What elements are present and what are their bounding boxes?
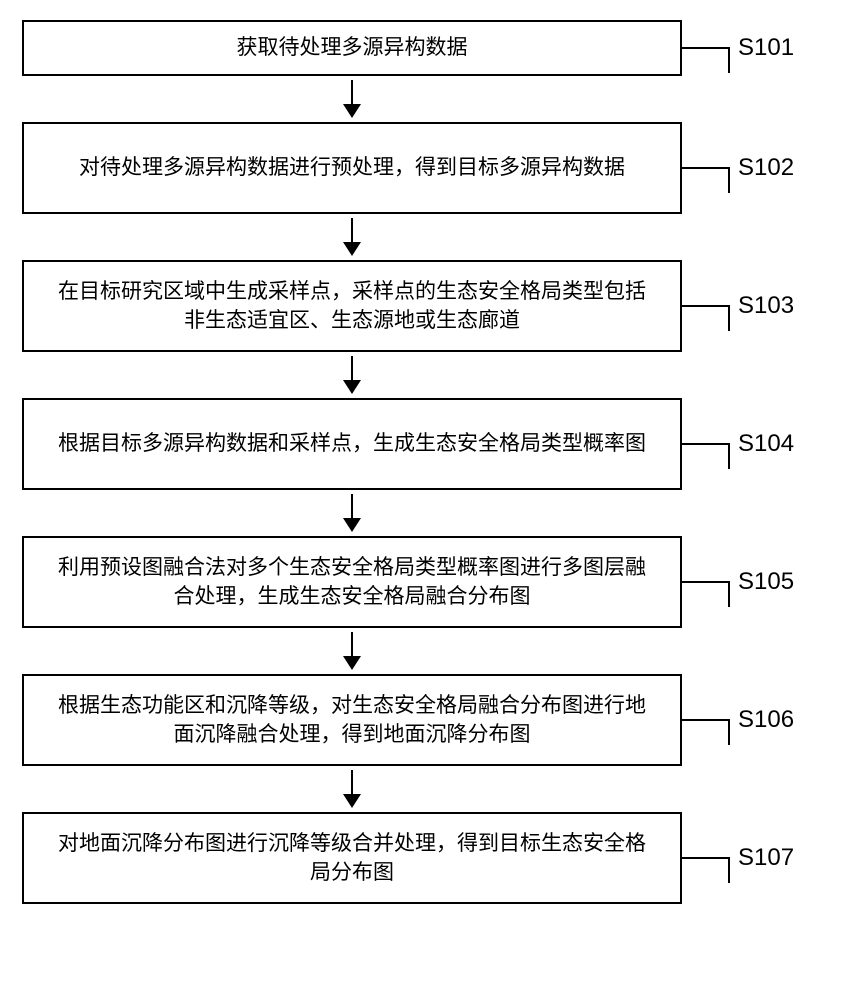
label-wrap-s103: S103 (680, 292, 794, 320)
step-label-s104: S104 (738, 430, 794, 458)
step-text: 对待处理多源异构数据进行预处理，得到目标多源异构数据 (79, 153, 625, 182)
connector-down (728, 857, 730, 883)
label-wrap-s107: S107 (680, 844, 794, 872)
arrow-icon (22, 356, 682, 394)
connector-down (728, 443, 730, 469)
step-label-s106: S106 (738, 706, 794, 734)
step-box-s102: 对待处理多源异构数据进行预处理，得到目标多源异构数据 (22, 122, 682, 214)
connector-down (728, 581, 730, 607)
step-box-s103: 在目标研究区域中生成采样点，采样点的生态安全格局类型包括非生态适宜区、生态源地或… (22, 260, 682, 352)
connector-line (680, 305, 730, 307)
step-row-s103: 在目标研究区域中生成采样点，采样点的生态安全格局类型包括非生态适宜区、生态源地或… (12, 260, 832, 352)
step-box-s104: 根据目标多源异构数据和采样点，生成生态安全格局类型概率图 (22, 398, 682, 490)
step-label-s103: S103 (738, 292, 794, 320)
connector-down (728, 167, 730, 193)
arrow-icon (22, 632, 682, 670)
step-row-s102: 对待处理多源异构数据进行预处理，得到目标多源异构数据 S102 (12, 122, 832, 214)
step-box-s105: 利用预设图融合法对多个生态安全格局类型概率图进行多图层融合处理，生成生态安全格局… (22, 536, 682, 628)
step-box-s101: 获取待处理多源异构数据 (22, 20, 682, 76)
label-wrap-s106: S106 (680, 706, 794, 734)
connector-line (680, 47, 730, 49)
connector-down (728, 47, 730, 73)
connector-down (728, 719, 730, 745)
arrow-icon (22, 770, 682, 808)
connector-line (680, 719, 730, 721)
step-text: 利用预设图融合法对多个生态安全格局类型概率图进行多图层融合处理，生成生态安全格局… (54, 553, 650, 612)
step-row-s105: 利用预设图融合法对多个生态安全格局类型概率图进行多图层融合处理，生成生态安全格局… (12, 536, 832, 628)
step-row-s107: 对地面沉降分布图进行沉降等级合并处理，得到目标生态安全格局分布图 S107 (12, 812, 832, 904)
step-row-s104: 根据目标多源异构数据和采样点，生成生态安全格局类型概率图 S104 (12, 398, 832, 490)
connector-line (680, 167, 730, 169)
arrow-icon (22, 80, 682, 118)
step-label-s105: S105 (738, 568, 794, 596)
connector-down (728, 305, 730, 331)
step-row-s106: 根据生态功能区和沉降等级，对生态安全格局融合分布图进行地面沉降融合处理，得到地面… (12, 674, 832, 766)
step-text: 根据目标多源异构数据和采样点，生成生态安全格局类型概率图 (58, 429, 646, 458)
connector-line (680, 857, 730, 859)
flowchart-container: 获取待处理多源异构数据 S101 对待处理多源异构数据进行预处理，得到目标多源异… (12, 20, 832, 904)
step-label-s107: S107 (738, 844, 794, 872)
step-text: 获取待处理多源异构数据 (237, 33, 468, 62)
step-text: 对地面沉降分布图进行沉降等级合并处理，得到目标生态安全格局分布图 (54, 829, 650, 888)
label-wrap-s102: S102 (680, 154, 794, 182)
connector-line (680, 581, 730, 583)
step-text: 根据生态功能区和沉降等级，对生态安全格局融合分布图进行地面沉降融合处理，得到地面… (54, 691, 650, 750)
connector-line (680, 443, 730, 445)
step-box-s106: 根据生态功能区和沉降等级，对生态安全格局融合分布图进行地面沉降融合处理，得到地面… (22, 674, 682, 766)
label-wrap-s104: S104 (680, 430, 794, 458)
step-row-s101: 获取待处理多源异构数据 S101 (12, 20, 832, 76)
label-wrap-s101: S101 (680, 34, 794, 62)
step-label-s101: S101 (738, 34, 794, 62)
step-box-s107: 对地面沉降分布图进行沉降等级合并处理，得到目标生态安全格局分布图 (22, 812, 682, 904)
step-text: 在目标研究区域中生成采样点，采样点的生态安全格局类型包括非生态适宜区、生态源地或… (54, 277, 650, 336)
step-label-s102: S102 (738, 154, 794, 182)
arrow-icon (22, 218, 682, 256)
arrow-icon (22, 494, 682, 532)
label-wrap-s105: S105 (680, 568, 794, 596)
